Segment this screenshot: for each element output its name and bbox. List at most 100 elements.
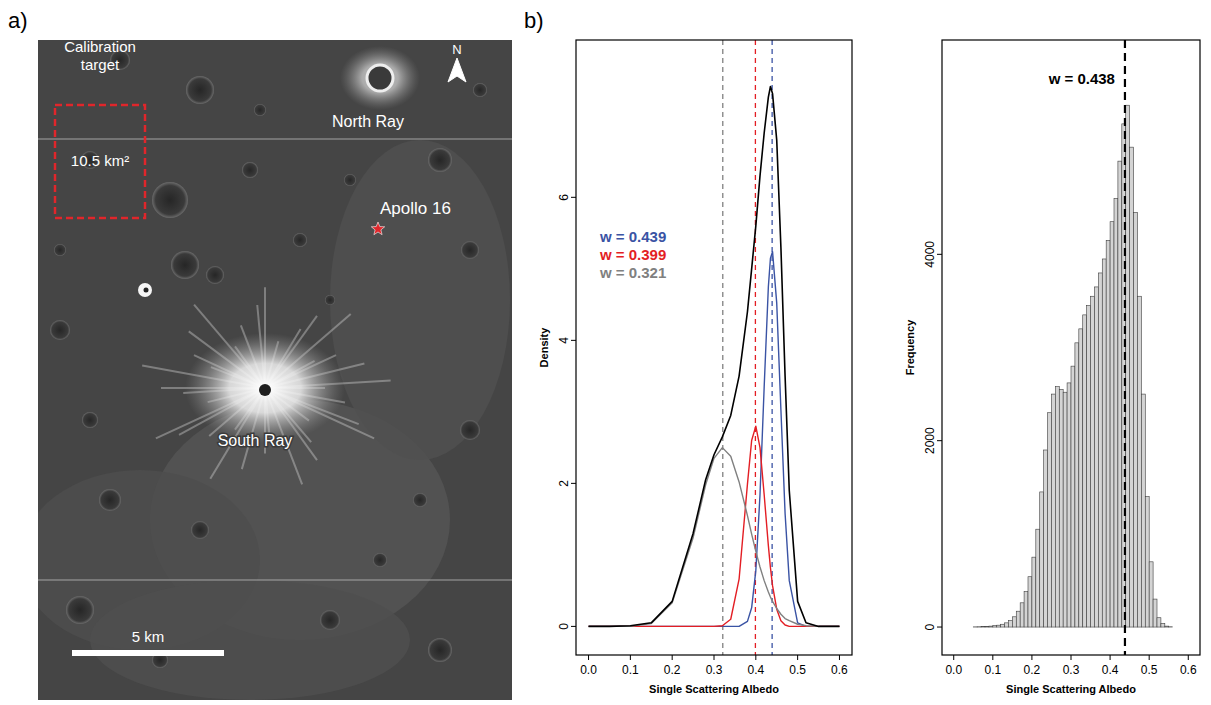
histogram-bar	[962, 627, 966, 628]
y-tick	[571, 483, 576, 484]
histogram-bar	[1098, 273, 1102, 627]
x-tick	[797, 655, 798, 660]
scale-bar	[72, 650, 224, 656]
crater	[254, 104, 266, 116]
x-tick-label: 0.6	[1180, 663, 1197, 677]
histogram-bar	[1067, 383, 1071, 627]
map-image	[38, 40, 512, 700]
histogram-bar	[989, 626, 993, 628]
histogram-bar	[1075, 343, 1079, 627]
ejecta	[185, 333, 345, 443]
density-curve	[589, 86, 840, 626]
plot-area	[973, 40, 1172, 655]
figure: a)b)Calibrationtarget10.5 km²NNorth RayA…	[0, 0, 1211, 705]
histogram-bar	[969, 627, 973, 628]
x-tick	[672, 655, 673, 660]
histogram-bar	[1087, 306, 1091, 627]
crater	[461, 241, 479, 259]
crater	[293, 233, 307, 247]
x-tick-label: 0.2	[1024, 663, 1041, 677]
histogram-bar	[1169, 626, 1173, 627]
histogram-bar	[1008, 621, 1012, 628]
histogram-bar	[1063, 392, 1067, 627]
crater	[428, 638, 452, 662]
north-arrow	[448, 58, 466, 82]
crater	[206, 266, 224, 284]
histogram-bar	[1114, 198, 1118, 627]
histogram-bar	[993, 626, 997, 627]
label-line: target	[81, 56, 120, 73]
mean-line	[722, 40, 723, 655]
plot-area	[589, 40, 840, 655]
x-tick-label: 0.6	[831, 663, 848, 677]
histogram-bar	[1130, 147, 1134, 627]
x-tick-label: 0.1	[984, 663, 1001, 677]
crater	[171, 251, 199, 279]
panel-label: b)	[524, 8, 544, 33]
histogram-bar	[1102, 259, 1106, 627]
histogram-bar	[973, 626, 977, 627]
histogram-bar	[1012, 617, 1016, 627]
terrain	[90, 580, 410, 700]
panel-label: a)	[8, 8, 28, 33]
y-tick-label: 0	[923, 623, 937, 630]
y-tick-label: 2000	[923, 427, 937, 454]
x-tick	[1149, 655, 1150, 660]
crater	[259, 384, 271, 396]
terrain	[330, 140, 510, 460]
histogram-bar	[1024, 592, 1028, 627]
annotation: w = 0.438	[1048, 70, 1115, 87]
crater	[99, 489, 121, 511]
x-tick	[630, 655, 631, 660]
histogram-bar	[1055, 387, 1059, 627]
y-axis-title: Frequency	[904, 319, 916, 376]
site-marker	[371, 222, 384, 235]
crater	[428, 148, 452, 172]
histogram-bar	[1161, 623, 1165, 627]
histogram-bar	[985, 626, 989, 628]
histogram-bar	[1044, 450, 1048, 627]
x-axis-title: Single Scattering Albedo	[649, 683, 779, 695]
legend-label: w = 0.321	[599, 264, 666, 281]
label-ground	[1046, 69, 1117, 88]
histogram-bar	[1001, 624, 1005, 627]
x-tick	[1188, 655, 1189, 660]
x-tick	[588, 655, 589, 660]
y-tick-label: 2	[557, 480, 571, 487]
crater	[242, 162, 258, 178]
x-tick-label: 0.4	[1102, 663, 1119, 677]
x-tick-label: 0.4	[747, 663, 764, 677]
histogram-bar	[965, 627, 969, 628]
x-tick	[953, 655, 954, 660]
x-tick-label: 0.0	[580, 663, 597, 677]
y-tick-label: 6	[557, 194, 571, 201]
histogram-bar	[1157, 618, 1161, 627]
histogram-bar	[1059, 389, 1063, 627]
place-label: Apollo 16	[380, 199, 451, 218]
place-label: North Ray	[332, 113, 404, 130]
y-tick-label: 4000	[923, 241, 937, 268]
crater	[50, 320, 70, 340]
mean-line	[1124, 40, 1126, 655]
histogram-bar	[1091, 296, 1095, 627]
histogram-bar	[981, 626, 985, 627]
histogram-bar	[1184, 627, 1188, 628]
crater	[344, 174, 356, 186]
y-tick-label: 0	[557, 623, 571, 630]
y-axis-title: Density	[538, 327, 550, 368]
crater	[152, 182, 188, 218]
histogram-bar	[1005, 623, 1009, 627]
x-tick	[714, 655, 715, 660]
histogram-bar	[1016, 611, 1020, 627]
calibration-label: Calibrationtarget	[64, 38, 136, 73]
histogram-bar	[1048, 413, 1052, 627]
place-label: South Ray	[218, 432, 293, 449]
x-tick-label: 0.1	[622, 663, 639, 677]
crater	[54, 244, 66, 256]
x-tick	[1110, 655, 1111, 660]
label-line: Calibration	[64, 38, 136, 55]
x-tick-label: 0.3	[1063, 663, 1080, 677]
x-tick-label: 0.3	[706, 663, 723, 677]
histogram-bar	[1106, 240, 1110, 627]
histogram-bar	[997, 625, 1001, 627]
